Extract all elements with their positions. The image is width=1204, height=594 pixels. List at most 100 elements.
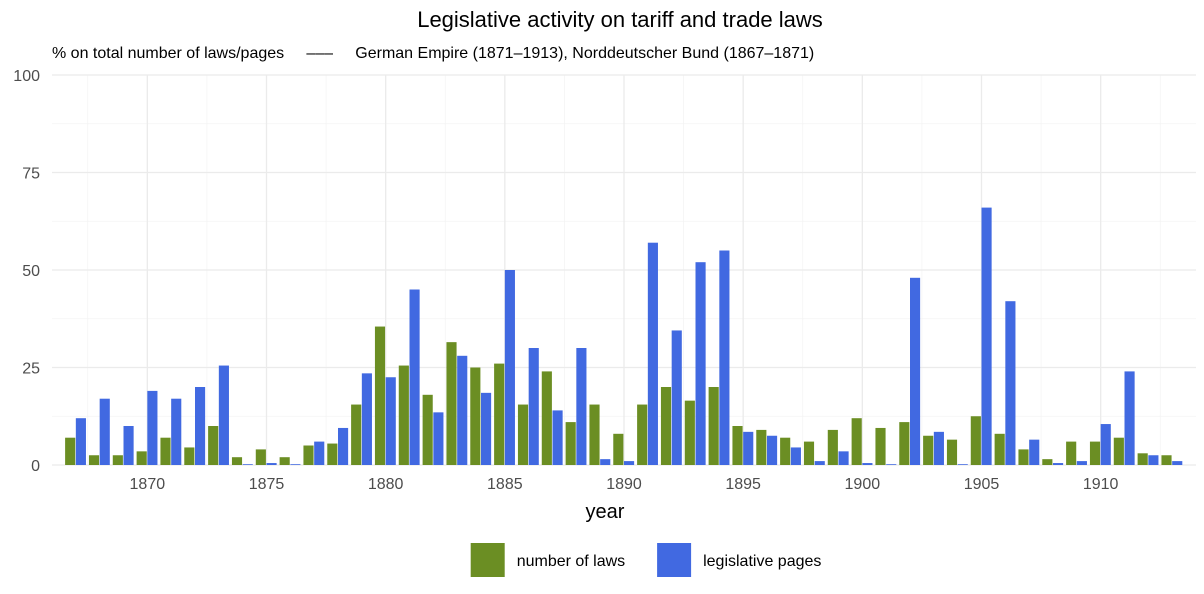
bar [75,418,86,465]
x-tick-label: 1870 [130,476,166,493]
y-tick-label: 25 [22,361,40,378]
bar [361,373,372,465]
bar [314,441,325,465]
x-tick-label: 1910 [1083,476,1119,493]
bar [147,390,158,465]
legend-swatch [657,543,692,577]
bar [708,387,719,465]
bar [470,367,481,465]
bars [65,207,1183,465]
bar [671,330,682,465]
bar [457,355,468,465]
y-axis-ticks: 0 25 50 75 100 [13,68,40,475]
bar [231,457,243,465]
bar [647,242,658,465]
bar [994,433,1005,465]
y-tick-label: 75 [22,166,40,183]
bar [684,400,695,465]
bar [565,422,576,465]
bar [385,377,396,465]
bar [208,426,219,465]
bar [255,449,266,465]
bar [600,459,611,465]
bar [398,365,409,465]
bar [946,439,958,465]
bar [136,451,147,465]
bar [695,262,706,465]
bar [886,464,897,465]
bar [433,412,444,465]
x-tick-label: 1905 [964,476,1000,493]
bar [576,348,587,465]
bar [589,404,600,465]
bar [923,435,934,465]
x-tick-label: 1880 [368,476,404,493]
y-tick-label: 100 [13,68,40,85]
bar [65,437,76,465]
bar [660,387,672,465]
bar [99,398,110,465]
bar [409,289,420,465]
bar [112,455,123,465]
bar [756,429,767,465]
bar [338,427,349,465]
x-tick-label: 1875 [249,476,285,493]
legend-swatch [470,543,505,577]
legend: number of laws legislative pages [470,543,821,577]
bar [481,392,492,465]
bar [1137,453,1148,465]
bar [767,435,778,465]
bar [242,464,253,465]
bar [374,326,386,465]
legend-label: number of laws [517,553,626,570]
bar [1089,441,1101,465]
bar [875,427,886,465]
bar [743,431,754,465]
bar [1053,463,1064,465]
bar [1148,455,1159,465]
x-axis-title: year [586,501,625,523]
bar [1161,455,1172,465]
bar [494,363,505,465]
bar [957,464,968,465]
bar [838,451,849,465]
bar [1066,441,1077,465]
bar [195,387,206,465]
bar [780,437,791,465]
legend-label: legislative pages [703,553,821,570]
bar [624,461,635,465]
bar [899,422,910,465]
bar [970,416,981,465]
x-axis-ticks: 1870 1875 1880 1885 1890 1895 1900 1905 1910 [130,476,1119,493]
bar [1113,437,1124,465]
bar [1172,461,1183,465]
bar [851,418,862,465]
bar [1005,301,1016,465]
bar [88,455,100,465]
bar [803,441,815,465]
bar [910,277,921,465]
chart-subtitle: % on total number of laws/pages ––– Germ… [52,45,814,62]
bar [790,447,801,465]
bar [504,270,515,465]
bar [981,207,992,465]
bar [184,447,195,465]
bar [446,342,457,465]
bar [290,464,301,465]
bar [1124,371,1135,465]
bar [123,426,134,465]
bar [862,463,873,465]
bar [814,461,825,465]
x-tick-label: 1885 [487,476,523,493]
bar [933,431,944,465]
bar [1029,439,1040,465]
bar [1042,459,1053,465]
bar [517,404,529,465]
x-tick-label: 1890 [606,476,642,493]
bar [266,463,277,465]
bar [351,404,362,465]
bar [719,250,730,465]
bar [613,433,624,465]
bar [552,410,563,465]
